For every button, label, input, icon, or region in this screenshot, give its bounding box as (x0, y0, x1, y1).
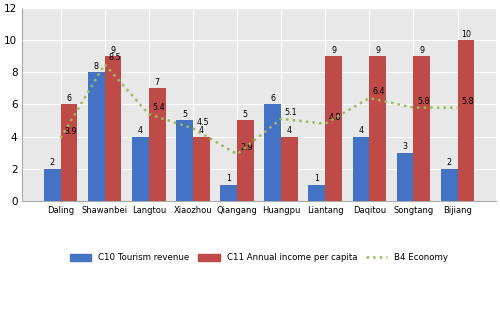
Text: 7: 7 (154, 78, 160, 87)
Text: 4: 4 (287, 126, 292, 135)
Bar (237, 120, 254, 201)
Bar (60, 105, 78, 201)
Bar (352, 137, 370, 201)
Text: 6.4: 6.4 (373, 87, 386, 96)
Text: 8: 8 (94, 62, 99, 71)
Bar (396, 153, 413, 201)
Text: 2: 2 (50, 158, 54, 167)
Text: 5.8: 5.8 (417, 97, 430, 106)
Text: 5.8: 5.8 (461, 97, 473, 106)
Bar (176, 120, 193, 201)
Text: 4.5: 4.5 (196, 118, 209, 127)
Legend: C10 Tourism revenue, C11 Annual income per capita, B4 Economy: C10 Tourism revenue, C11 Annual income p… (66, 250, 452, 266)
Bar (193, 137, 210, 201)
Text: 9: 9 (331, 46, 336, 55)
Bar (370, 56, 386, 201)
Bar (414, 56, 430, 201)
Text: 5: 5 (243, 110, 248, 119)
Text: 5: 5 (182, 110, 187, 119)
Bar (149, 88, 166, 201)
Text: 3.9: 3.9 (64, 127, 76, 136)
Text: 5.4: 5.4 (152, 103, 165, 112)
Bar (88, 72, 104, 201)
Bar (458, 40, 474, 201)
Text: 6: 6 (270, 94, 275, 103)
Text: 4: 4 (138, 126, 143, 135)
Bar (44, 168, 60, 201)
Text: 9: 9 (110, 46, 116, 55)
Bar (308, 185, 325, 201)
Text: 3: 3 (402, 142, 407, 151)
Text: 4: 4 (358, 126, 364, 135)
Text: 6: 6 (66, 94, 71, 103)
Text: 8.5: 8.5 (108, 53, 121, 62)
Bar (441, 168, 458, 201)
Bar (281, 137, 298, 201)
Text: 4: 4 (199, 126, 204, 135)
Text: 10: 10 (461, 30, 471, 39)
Text: 9: 9 (420, 46, 424, 55)
Bar (104, 56, 122, 201)
Bar (220, 185, 237, 201)
Text: 9: 9 (375, 46, 380, 55)
Text: 2: 2 (446, 158, 452, 167)
Text: 1: 1 (314, 174, 320, 183)
Text: 4.8: 4.8 (328, 113, 341, 122)
Text: 2.9: 2.9 (240, 143, 254, 152)
Text: 1: 1 (226, 174, 231, 183)
Text: 5.1: 5.1 (284, 108, 298, 117)
Bar (264, 105, 281, 201)
Bar (325, 56, 342, 201)
Bar (132, 137, 149, 201)
